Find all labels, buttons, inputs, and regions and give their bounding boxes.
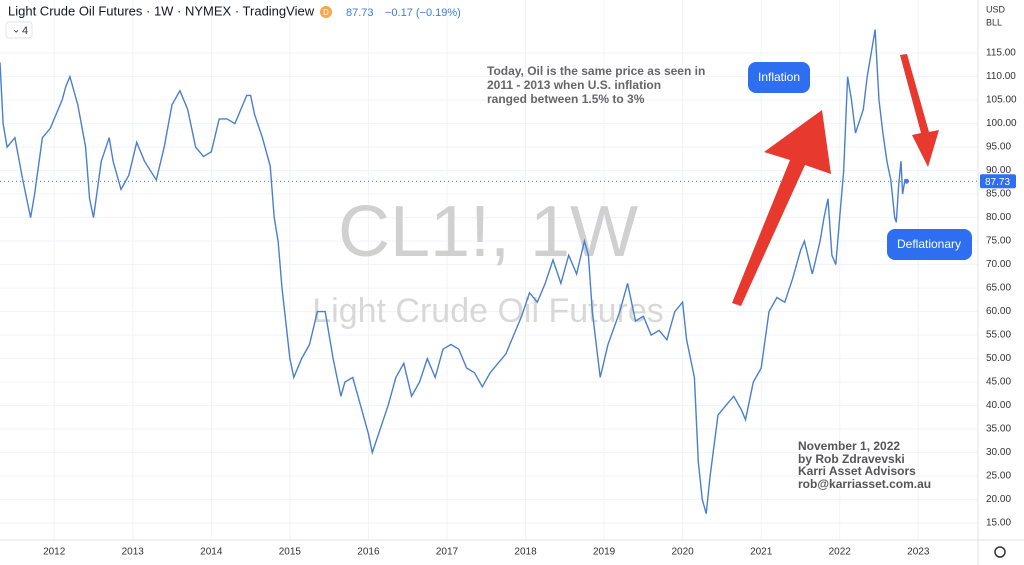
settings-icon[interactable] xyxy=(994,546,1006,558)
x-tick-label: 2021 xyxy=(750,547,773,558)
x-tick-label: 2016 xyxy=(357,547,380,558)
y-tick-label: 115.00 xyxy=(986,48,1016,59)
inflation-bubble xyxy=(748,62,810,93)
indicator-count: 4 xyxy=(22,25,28,37)
deflationary-bubble xyxy=(887,229,972,260)
y-tick-label: 80.00 xyxy=(986,212,1011,223)
header-price: 87.73 xyxy=(346,7,374,19)
note-line: ranged between 1.5% to 3% xyxy=(487,92,645,106)
y-tick-label: 40.00 xyxy=(986,400,1011,411)
x-tick-label: 2014 xyxy=(200,547,223,558)
y-tick-label: 55.00 xyxy=(986,330,1011,341)
x-tick-label: 2018 xyxy=(514,547,537,558)
y-tick-label: 60.00 xyxy=(986,306,1011,317)
last-point xyxy=(904,178,910,184)
y-tick-label: 45.00 xyxy=(986,377,1011,388)
x-tick-label: 2022 xyxy=(829,547,852,558)
down-arrow xyxy=(900,54,939,167)
watermark-name: Light Crude Oil Futures xyxy=(312,292,664,330)
indicator-toggle[interactable] xyxy=(5,21,33,39)
y-tick-label: 30.00 xyxy=(986,447,1011,458)
y-tick-label: 50.00 xyxy=(986,353,1011,364)
inflation-label: Inflation xyxy=(758,70,800,84)
signature-line: rob@karriasset.com.au xyxy=(798,477,931,491)
up-arrow xyxy=(732,110,831,306)
y-tick-label: 105.00 xyxy=(986,95,1017,106)
x-tick-label: 2013 xyxy=(122,547,145,558)
x-tick-label: 2020 xyxy=(672,547,695,558)
y-tick-label: 25.00 xyxy=(986,471,1011,482)
grid xyxy=(0,0,978,540)
note-line: 2011 - 2013 when U.S. inflation xyxy=(487,78,661,92)
signature-line: by Rob Zdravevski xyxy=(798,452,905,466)
indicator-arrow: ⌄ xyxy=(12,25,20,36)
last-price-label: 87.73 xyxy=(985,177,1010,188)
x-tick-label: 2012 xyxy=(43,547,66,558)
note-line: Today, Oil is the same price as seen in xyxy=(487,64,705,78)
x-tick-label: 2015 xyxy=(279,547,302,558)
badge: D xyxy=(323,8,329,17)
watermark-ticker: CL1!, 1W xyxy=(338,192,638,272)
y-tick-label: 100.00 xyxy=(986,118,1017,129)
y-tick-label: 75.00 xyxy=(986,236,1011,247)
y-tick-label: 110.00 xyxy=(986,71,1016,82)
deflationary-label: Deflationary xyxy=(897,237,961,251)
signature-line: Karri Asset Advisors xyxy=(798,464,916,478)
unit: BLL xyxy=(986,17,1002,27)
x-tick-label: 2017 xyxy=(436,547,459,558)
last-price-box xyxy=(980,174,1016,189)
y-tick-label: 85.00 xyxy=(986,189,1011,200)
y-tick-label: 20.00 xyxy=(986,494,1011,505)
y-tick-label: 35.00 xyxy=(986,424,1011,435)
price-line xyxy=(0,29,907,514)
y-tick-label: 70.00 xyxy=(986,259,1011,270)
axes: 15.00 20.00 25.00 30.00 35.00 40.00 45.00 50.00… xyxy=(43,48,1017,558)
symbol-title: Light Crude Oil Futures · 1W · NYMEX · T… xyxy=(8,3,315,18)
plot xyxy=(0,29,978,514)
badge-circle xyxy=(320,6,332,18)
currency: USD xyxy=(986,4,1006,14)
x-tick-label: 2023 xyxy=(907,547,930,558)
x-tick-label: 2019 xyxy=(593,547,616,558)
y-tick-label: 90.00 xyxy=(986,165,1011,176)
signature-line: November 1, 2022 xyxy=(798,439,900,453)
y-tick-label: 65.00 xyxy=(986,283,1011,294)
header-change: −0.17 (−0.19%) xyxy=(385,7,461,19)
y-tick-label: 95.00 xyxy=(986,142,1011,153)
y-tick-label: 15.00 xyxy=(986,518,1011,529)
